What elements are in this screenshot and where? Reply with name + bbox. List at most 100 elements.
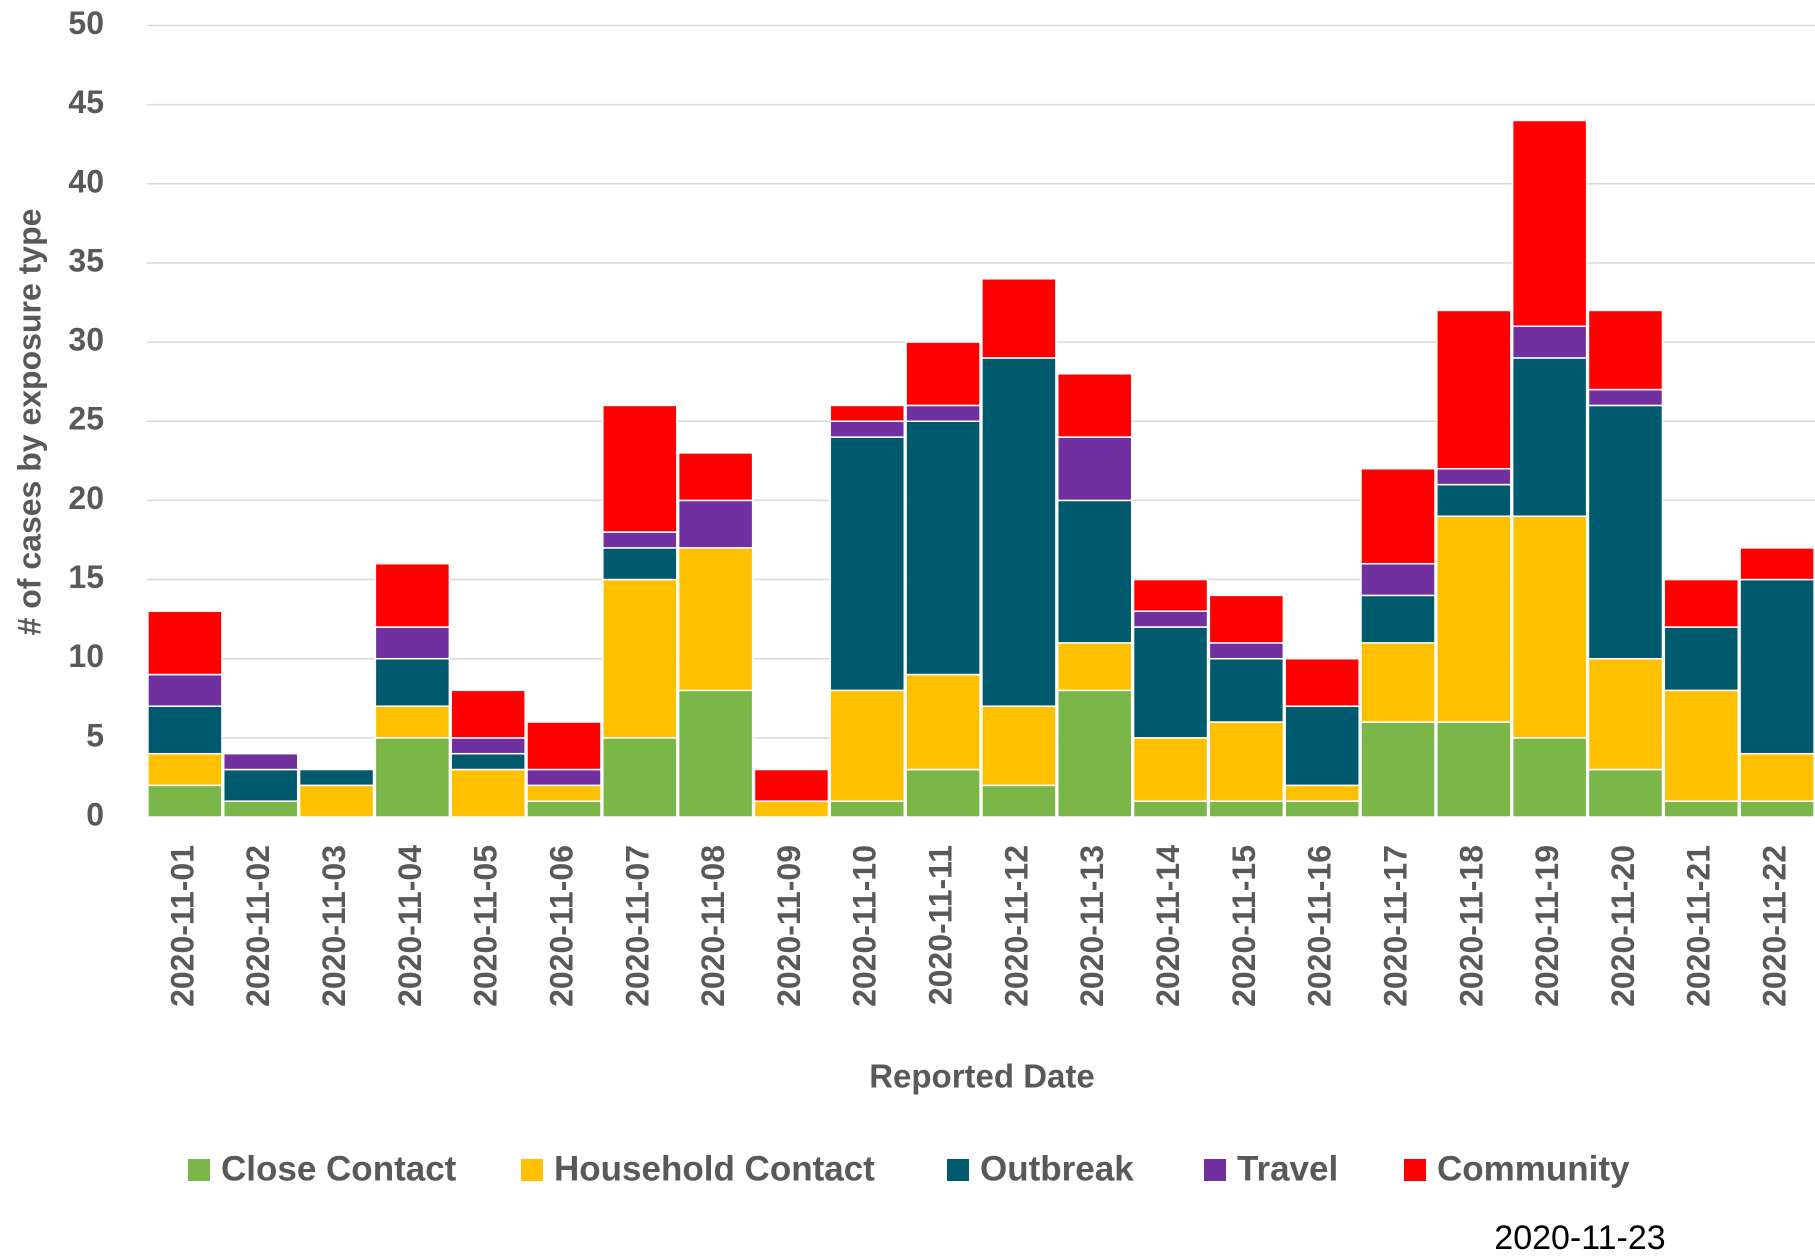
bar-segment	[1360, 467, 1436, 565]
bar-segment	[1208, 594, 1285, 644]
x-tick-label: 2020-11-01	[164, 845, 200, 1007]
bar-segment	[1360, 562, 1436, 597]
x-tick-label: 2020-11-19	[1529, 845, 1565, 1007]
bar-segment	[1739, 578, 1815, 755]
bar-segment	[147, 610, 223, 676]
bar-segment	[1056, 373, 1133, 438]
bar-segment	[222, 752, 299, 771]
legend-label: Community	[1437, 1149, 1630, 1188]
legend-swatch	[947, 1159, 969, 1181]
annotation: 2020-11-23	[1494, 1219, 1665, 1251]
bar-segment	[298, 768, 375, 787]
bar-segment	[829, 420, 906, 438]
bar-segment	[526, 721, 602, 771]
bar-segment	[1284, 657, 1360, 707]
bar-segment	[1739, 800, 1815, 818]
bar-segment	[905, 768, 981, 818]
x-tick-label: 2020-11-13	[1074, 845, 1110, 1007]
bar-segment	[1739, 752, 1815, 802]
x-tick-label: 2020-11-18	[1453, 845, 1489, 1007]
y-tick-label: 30	[68, 322, 104, 358]
x-tick-label: 2020-11-15	[1226, 845, 1262, 1007]
x-axis-title: Reported Date	[869, 1058, 1095, 1095]
bar-segment	[1284, 784, 1360, 802]
bar-segment	[1511, 325, 1588, 359]
x-tick-label: 2020-11-05	[468, 845, 504, 1007]
bar-segment	[1208, 800, 1285, 818]
bar-segment	[1511, 357, 1588, 517]
bar-segment	[602, 547, 678, 581]
bar-segment	[981, 705, 1057, 787]
bar-segment	[222, 800, 299, 818]
bar-segment	[1132, 737, 1209, 802]
bar-segment	[526, 768, 602, 787]
x-tick-label: 2020-11-10	[847, 845, 883, 1007]
bar-segment	[298, 784, 375, 818]
x-tick-label: 2020-11-12	[998, 845, 1034, 1007]
bar-segment	[677, 499, 754, 549]
bar-segment	[981, 784, 1057, 818]
y-tick-label: 10	[68, 638, 104, 674]
y-axis-title: # of cases by exposure type	[11, 209, 47, 636]
bar-segment	[1208, 657, 1285, 723]
bar-segment	[374, 657, 451, 707]
bar-segment	[1208, 642, 1285, 660]
bar-segment	[147, 784, 223, 818]
x-tick-label: 2020-11-16	[1302, 845, 1338, 1007]
bar-segment	[450, 689, 526, 739]
bar-segment	[222, 768, 299, 802]
bar-segment	[602, 578, 678, 739]
bar-segment	[1132, 610, 1209, 628]
bar-segment	[1511, 515, 1588, 739]
x-tick-label: 2020-11-03	[316, 845, 352, 1007]
bar-segment	[450, 752, 526, 771]
bar-segment	[1360, 721, 1436, 818]
bar-segment	[1587, 404, 1664, 660]
bar-segment	[1587, 768, 1664, 818]
bar-segment	[374, 737, 451, 818]
y-tick-label: 45	[68, 84, 104, 120]
bar-segment	[905, 404, 981, 423]
y-tick-label: 20	[68, 480, 104, 516]
legend-swatch	[521, 1159, 543, 1181]
bar-segment	[1663, 626, 1740, 692]
bar-segment	[1511, 119, 1588, 328]
x-tick-label: 2020-11-21	[1681, 845, 1717, 1007]
bar-segment	[374, 562, 451, 628]
bar-segment	[1663, 689, 1740, 802]
bar-segment	[450, 737, 526, 755]
x-tick-label: 2020-11-11	[923, 845, 959, 1005]
bar-segment	[1436, 467, 1512, 486]
bar-segment	[1511, 737, 1588, 818]
bar-segment	[147, 752, 223, 787]
bar-segment	[450, 768, 526, 818]
bar-segment	[1587, 309, 1664, 391]
bar-segment	[1284, 705, 1360, 787]
bar-segment	[1587, 388, 1664, 407]
legend-label: Outbreak	[980, 1149, 1134, 1188]
bar-segment	[1132, 800, 1209, 818]
y-tick-label: 0	[86, 796, 104, 832]
bar-segment	[1436, 309, 1512, 470]
bar-segment	[602, 531, 678, 549]
bar-segment	[829, 436, 906, 692]
legend-swatch	[1404, 1159, 1426, 1181]
bar-segment	[526, 784, 602, 802]
bar-segment	[1587, 657, 1664, 771]
bar-segment	[1132, 578, 1209, 612]
bar-segment	[1436, 515, 1512, 723]
legend-label: Household Contact	[554, 1149, 875, 1188]
x-tick-label: 2020-11-14	[1150, 845, 1186, 1007]
bar-segment	[905, 420, 981, 676]
bar-segment	[374, 705, 451, 739]
x-tick-label: 2020-11-20	[1605, 845, 1641, 1007]
bar-segment	[905, 341, 981, 407]
bar-segment	[1056, 689, 1133, 818]
bar-segment	[829, 800, 906, 818]
bar-segment	[602, 737, 678, 818]
bar-segment	[753, 768, 830, 802]
bar-segment	[147, 705, 223, 755]
x-tick-label: 2020-11-09	[771, 845, 807, 1007]
